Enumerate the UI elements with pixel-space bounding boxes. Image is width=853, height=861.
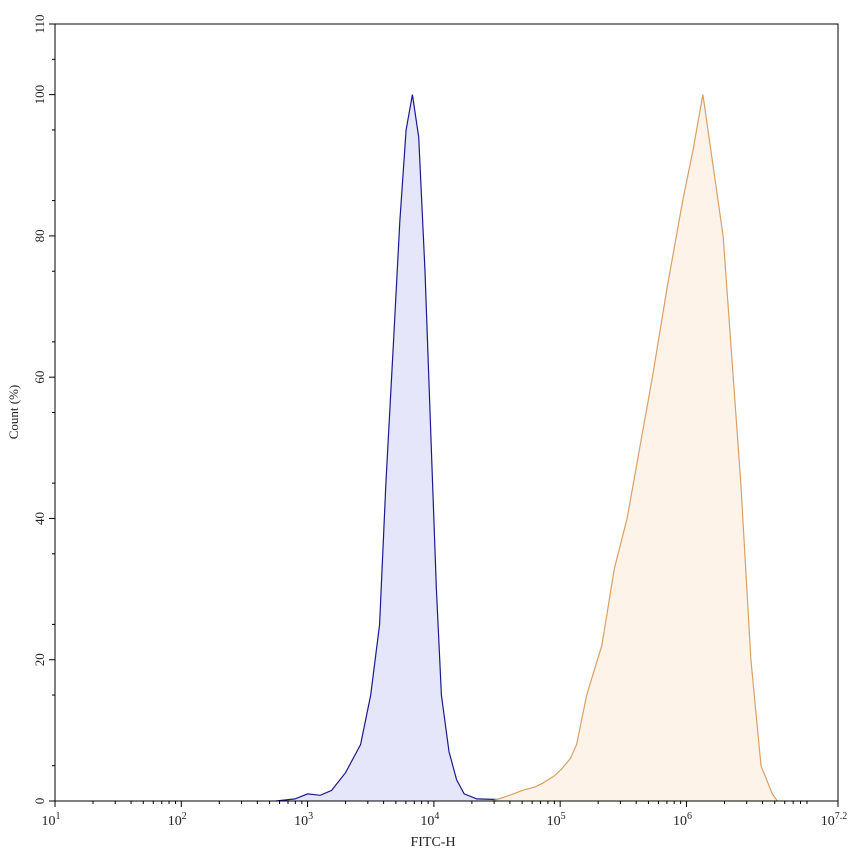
series-0-fill	[276, 94, 624, 802]
x-axis-label: FITC-H	[410, 835, 455, 850]
y-tick-label: 100	[32, 85, 47, 105]
y-tick-label: 40	[32, 512, 47, 525]
series-1-fill	[492, 94, 778, 802]
y-tick-label: 60	[32, 371, 47, 384]
y-axis-label: Count (%)	[6, 385, 21, 440]
y-tick-label: 0	[32, 798, 47, 805]
x-tick-label: 103	[294, 811, 313, 829]
series-1-line	[491, 94, 778, 802]
x-tick-label: 106	[673, 811, 692, 829]
x-tick-label: 105	[547, 811, 566, 829]
series-layer	[275, 94, 778, 802]
x-tick-label: 101	[42, 811, 61, 829]
x-tick-label: 102	[168, 811, 187, 829]
y-tick-label: 20	[32, 653, 47, 666]
axis-layer: 101 102 103 104 105 106 107.2 0 20 40 60 80 100 110	[32, 14, 847, 829]
y-tick-label: 110	[32, 14, 47, 33]
x-tick-label: 104	[420, 811, 439, 829]
y-tick-label: 80	[32, 229, 47, 242]
series-0-line	[275, 94, 624, 802]
x-tick-label: 107.2	[821, 811, 848, 829]
